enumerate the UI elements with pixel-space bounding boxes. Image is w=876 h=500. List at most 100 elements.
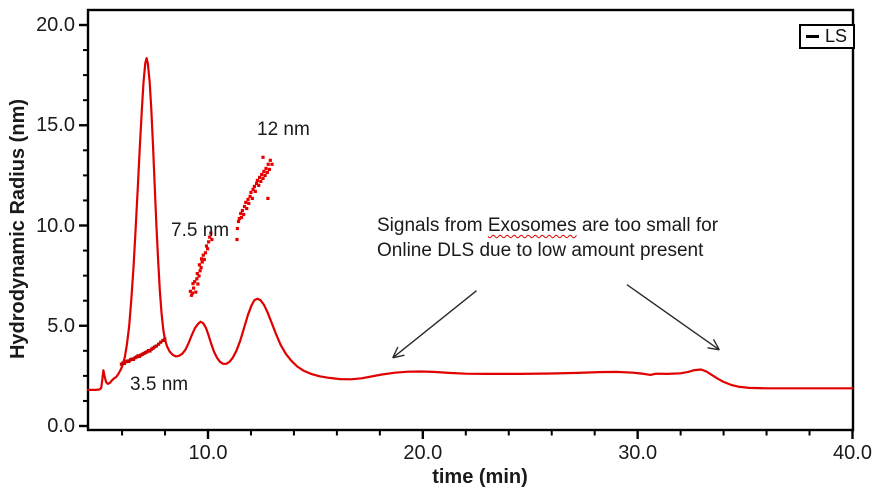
annotation-note-line1-pre: Signals from [377,215,488,236]
scatter-point [239,211,243,216]
annotation-arrow [392,290,477,359]
scatter-point [268,158,272,162]
scatter-point [235,226,239,231]
scatter-point [203,251,207,255]
scatter-point [201,253,205,257]
scatter-point [249,190,253,194]
legend-line-sample-icon [806,35,819,38]
scatter-point [255,178,259,182]
scatter-point [260,172,264,176]
annotation-note-misspelled-word: Exosomes [487,215,577,236]
annotation-arrow [626,284,720,351]
annotation-note: Signals from Exosomes are too small for … [377,213,718,263]
scatter-point [193,280,197,284]
scatter-point [266,162,270,166]
scatter-point [237,216,241,221]
scatter-point [251,187,255,191]
peak-label-3-5-nm: 3.5 nm [130,374,189,395]
scatter-point [261,176,265,180]
annotation-arrowhead [392,346,399,359]
scatter-point [154,344,158,348]
scatter-point [189,293,194,297]
scatter-point [161,338,165,342]
scatter-point [204,244,209,248]
scatter-point [198,269,202,273]
annotation-arrowhead [712,338,720,351]
scatter-point [261,155,265,159]
x-tick-label: 40.0 [833,442,872,464]
scatter-point [192,286,196,290]
x-axis-title: time (min) [432,466,528,488]
x-tick-label: 10.0 [188,442,228,464]
scatter-point [157,342,161,346]
scatter-point [163,337,167,341]
scatter-point [208,235,212,239]
scatter-point [235,237,239,242]
plot-border [86,8,855,432]
scatter-point [245,206,249,211]
scatter-point [236,219,241,224]
scatter-point [209,231,213,235]
annotation-arrowhead [392,354,405,359]
scatter-point [252,184,256,188]
scatter-point [188,289,192,293]
scatter-point [194,290,198,294]
annotation-note-line2: Online DLS due to low amount present [377,240,704,261]
scatter-point [206,247,210,251]
scatter-point [207,240,211,244]
peak-label-12-nm: 12 nm [257,119,310,140]
legend-box: LS [799,24,856,49]
y-tick-label: 20.0 [36,14,75,36]
scatter-point [200,260,204,264]
scatter-point [262,169,266,173]
scatter-point [197,263,201,267]
annotation-arrowhead [707,347,720,351]
scatter-point [250,196,254,200]
scatter-point [148,349,152,353]
scatter-point [263,173,267,177]
scatter-point [242,212,246,217]
scatter-point [196,282,200,286]
scatter-point [152,345,157,349]
scatter-point [190,291,195,295]
scatter-point [210,237,214,242]
scatter-point [239,215,244,220]
annotation-note-line1: Signals from Exosomes are too small for [377,213,718,238]
scatter-point [199,266,203,270]
scatter-point [244,200,248,204]
legend-label: LS [825,26,848,46]
scatter-point [266,196,270,200]
scatter-point [267,167,271,171]
y-tick-label: 0.0 [47,415,75,437]
scatter-point [247,201,251,205]
scatter-point [197,274,201,278]
peak-label-7-5-nm: 7.5 nm [171,220,230,241]
x-tick-label: 20.0 [403,442,443,464]
scatter-point [200,257,204,261]
scatter-point [240,208,244,213]
scatter-point [246,197,250,201]
scatter-point [259,179,263,183]
y-tick-label: 5.0 [47,314,75,337]
scatter-point [202,258,206,262]
scatter-point [257,183,261,187]
scatter-point [270,162,274,166]
y-tick-label: 10.0 [36,214,75,237]
scatter-point [191,282,195,286]
scatter-point [258,175,262,179]
y-tick-label: 15.0 [36,114,75,137]
scatter-point [195,272,199,276]
x-tick-label: 30.0 [618,442,658,464]
series-line-LS [86,57,854,391]
scatter-point [265,170,269,174]
scatter-point [253,189,257,193]
scatter-point [248,194,252,198]
scatter-point [255,181,259,185]
annotation-note-line1-post: are too small for [576,215,719,236]
scatter-point [264,166,268,170]
scatter-point [159,340,163,344]
scatter-point [242,204,247,209]
scatter-point [195,277,199,281]
